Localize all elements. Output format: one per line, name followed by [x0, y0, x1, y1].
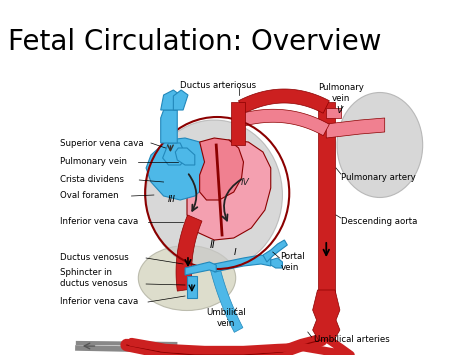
- Text: Inferior vena cava: Inferior vena cava: [60, 297, 138, 306]
- Text: IV: IV: [241, 178, 250, 187]
- Polygon shape: [175, 148, 195, 165]
- Text: I: I: [234, 248, 237, 257]
- Polygon shape: [318, 102, 335, 295]
- Text: Crista dividens: Crista dividens: [60, 175, 124, 185]
- Polygon shape: [326, 118, 385, 138]
- Polygon shape: [240, 109, 329, 136]
- Text: Inferior vena cava: Inferior vena cava: [60, 218, 138, 226]
- Text: Descending aorta: Descending aorta: [341, 218, 417, 226]
- Text: Pulmonary artery: Pulmonary artery: [341, 174, 416, 182]
- Polygon shape: [161, 90, 180, 110]
- Polygon shape: [173, 90, 188, 110]
- Text: Superior vena cava: Superior vena cava: [60, 138, 144, 147]
- Text: II: II: [210, 240, 215, 250]
- Polygon shape: [326, 108, 341, 118]
- Polygon shape: [187, 276, 197, 298]
- Polygon shape: [176, 215, 202, 291]
- Text: Portal
vein: Portal vein: [281, 252, 305, 272]
- Ellipse shape: [146, 120, 283, 270]
- Text: Pulmonary
vein: Pulmonary vein: [318, 83, 364, 103]
- Polygon shape: [214, 255, 271, 272]
- Text: Umbilical arteries: Umbilical arteries: [314, 335, 389, 344]
- Text: Sphincter in
ductus venosus: Sphincter in ductus venosus: [60, 268, 128, 288]
- Text: Pulmonary vein: Pulmonary vein: [60, 158, 128, 166]
- Polygon shape: [185, 262, 216, 275]
- Polygon shape: [163, 143, 187, 165]
- Polygon shape: [210, 264, 243, 332]
- Polygon shape: [271, 258, 283, 268]
- Polygon shape: [238, 89, 329, 113]
- Text: Ductus arteriosus: Ductus arteriosus: [180, 81, 256, 89]
- Polygon shape: [313, 290, 340, 340]
- Text: V: V: [336, 106, 342, 115]
- Ellipse shape: [337, 93, 423, 197]
- Text: Oval foramen: Oval foramen: [60, 191, 119, 201]
- Text: III: III: [167, 195, 175, 204]
- Text: Ductus venosus: Ductus venosus: [60, 253, 129, 262]
- Text: Fetal Circulation: Overview: Fetal Circulation: Overview: [8, 28, 381, 56]
- Text: Umbilical
vein: Umbilical vein: [206, 308, 246, 328]
- Polygon shape: [231, 102, 246, 145]
- Polygon shape: [146, 138, 212, 200]
- Polygon shape: [187, 140, 271, 240]
- Ellipse shape: [138, 246, 236, 311]
- Polygon shape: [263, 240, 287, 262]
- Polygon shape: [161, 110, 177, 143]
- Polygon shape: [200, 138, 244, 200]
